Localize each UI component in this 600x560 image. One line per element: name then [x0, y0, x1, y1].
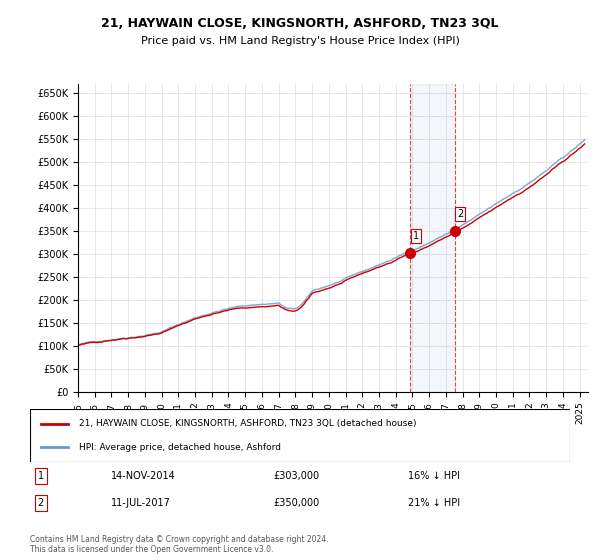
Text: 1: 1	[413, 231, 419, 241]
Text: Contains HM Land Registry data © Crown copyright and database right 2024.
This d: Contains HM Land Registry data © Crown c…	[30, 535, 329, 554]
Text: 21, HAYWAIN CLOSE, KINGSNORTH, ASHFORD, TN23 3QL (detached house): 21, HAYWAIN CLOSE, KINGSNORTH, ASHFORD, …	[79, 419, 416, 428]
Text: 16% ↓ HPI: 16% ↓ HPI	[408, 471, 460, 481]
Text: 14-NOV-2014: 14-NOV-2014	[111, 471, 176, 481]
Text: Price paid vs. HM Land Registry's House Price Index (HPI): Price paid vs. HM Land Registry's House …	[140, 36, 460, 46]
Text: HPI: Average price, detached house, Ashford: HPI: Average price, detached house, Ashf…	[79, 442, 281, 451]
Text: 2: 2	[38, 498, 44, 508]
Text: £350,000: £350,000	[273, 498, 319, 508]
Text: 21, HAYWAIN CLOSE, KINGSNORTH, ASHFORD, TN23 3QL: 21, HAYWAIN CLOSE, KINGSNORTH, ASHFORD, …	[101, 17, 499, 30]
Text: 2: 2	[457, 209, 463, 220]
FancyBboxPatch shape	[30, 409, 570, 462]
Text: 1: 1	[38, 471, 44, 481]
Text: 21% ↓ HPI: 21% ↓ HPI	[408, 498, 460, 508]
Bar	[410, 84, 455, 392]
Text: £303,000: £303,000	[273, 471, 319, 481]
Text: 11-JUL-2017: 11-JUL-2017	[111, 498, 171, 508]
